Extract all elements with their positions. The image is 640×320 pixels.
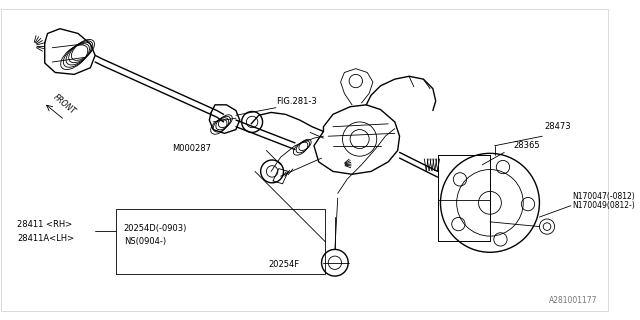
Text: FIG.281-3: FIG.281-3: [276, 97, 317, 106]
Text: 28411 <RH>: 28411 <RH>: [17, 220, 72, 229]
Text: 20254D(-0903): 20254D(-0903): [124, 224, 187, 233]
Text: NS(0904-): NS(0904-): [124, 237, 166, 246]
Text: 28365: 28365: [514, 141, 540, 150]
Bar: [438, 155, 490, 241]
Text: N170047(-0812): N170047(-0812): [572, 192, 634, 201]
Text: 28411A<LH>: 28411A<LH>: [17, 234, 74, 243]
Text: 28473: 28473: [544, 122, 571, 131]
Text: M000287: M000287: [172, 144, 211, 153]
Bar: [438, 155, 490, 241]
Text: FRONT: FRONT: [51, 93, 77, 116]
Text: 20254F: 20254F: [269, 260, 300, 269]
Text: A281001177: A281001177: [549, 296, 598, 305]
Text: N170049(0812-): N170049(0812-): [572, 201, 634, 210]
